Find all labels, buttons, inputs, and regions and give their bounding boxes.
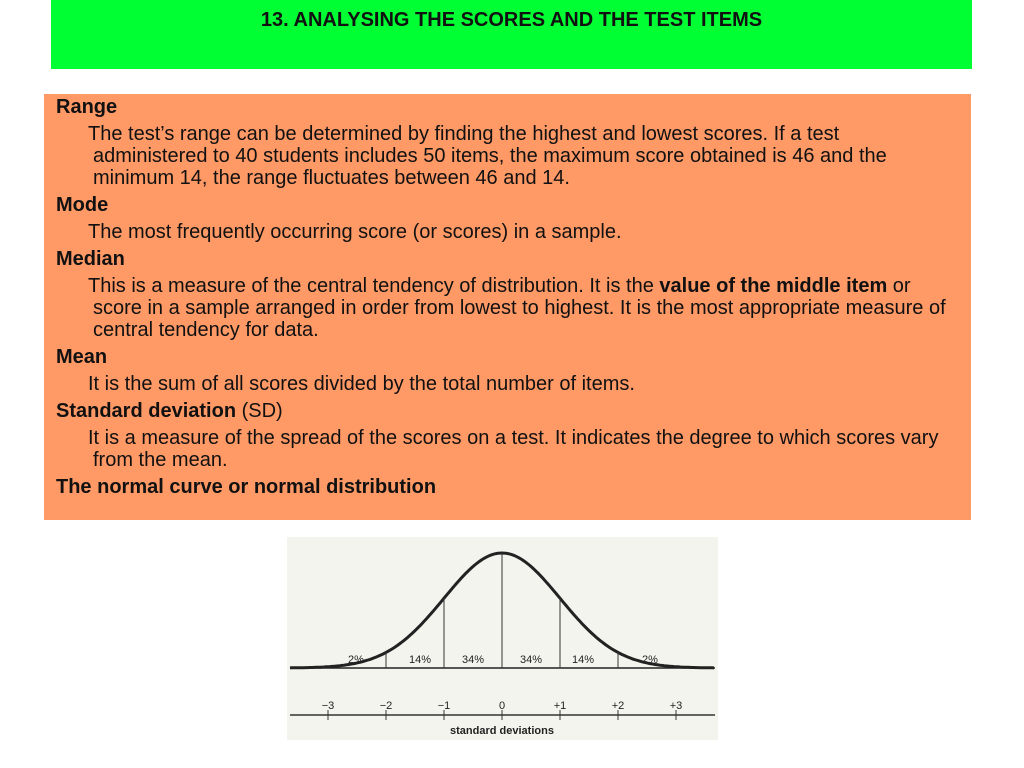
section-body: The most frequently occurring score (or … (56, 221, 959, 243)
section-body: This is a measure of the central tendenc… (56, 275, 959, 341)
text: or score in a sample arranged in order f… (93, 275, 946, 341)
section-heading: Range (56, 96, 959, 118)
section-heading: Median (56, 248, 959, 270)
percent-label: 2% (642, 654, 658, 666)
bold-text: Median (56, 248, 125, 270)
bold-text: Range (56, 96, 118, 118)
header: 13. ANALYSING THE SCORES AND THE TEST IT… (51, 0, 972, 69)
percent-label: 34% (520, 654, 542, 666)
section-heading: The normal curve or normal distribution (56, 476, 959, 498)
sd-label: +1 (554, 700, 567, 712)
bold-text: Mean (56, 346, 108, 368)
sd-label: −3 (322, 700, 335, 712)
percent-label: 2% (348, 654, 364, 666)
sd-label: 0 (499, 700, 505, 712)
title: 13. ANALYSING THE SCORES AND THE TEST IT… (260, 9, 763, 31)
text: The test’s range can be determined by fi… (88, 123, 887, 189)
sd-label: −2 (380, 700, 393, 712)
bold-text: Mode (56, 194, 109, 216)
sd-label: +2 (612, 700, 625, 712)
percent-label: 14% (572, 654, 594, 666)
section-heading: Standard deviation (SD) (56, 400, 959, 422)
percent-label: 14% (409, 654, 431, 666)
bold-text: The normal curve or normal distribution (56, 476, 437, 498)
axis-title: standard deviations (450, 725, 554, 737)
text: The most frequently occurring score (or … (88, 221, 622, 243)
section-body: The test’s range can be determined by fi… (56, 123, 959, 189)
text: (SD) (236, 400, 283, 422)
section-body: It is the sum of all scores divided by t… (56, 373, 959, 395)
sd-label: +3 (670, 700, 683, 712)
percent-label: 34% (462, 654, 484, 666)
text: It is the sum of all scores divided by t… (88, 373, 635, 395)
normal-curve-figure: −3 −2 −1 0 +1 +2 +3 2% 14% 34% 34% 14% 2% standard de… (287, 537, 718, 740)
text: It is a measure of the spread of the sco… (88, 427, 939, 471)
bold-text: value of the middle item (659, 275, 888, 297)
text: This is a measure of the central tendenc… (88, 275, 660, 297)
content-box: Range The test’s range can be determined … (44, 94, 971, 520)
bold-text: Standard deviation (56, 400, 237, 422)
section-body: It is a measure of the spread of the sco… (56, 427, 959, 471)
section-heading: Mean (56, 346, 959, 368)
sd-label: −1 (438, 700, 451, 712)
section-heading: Mode (56, 194, 959, 216)
